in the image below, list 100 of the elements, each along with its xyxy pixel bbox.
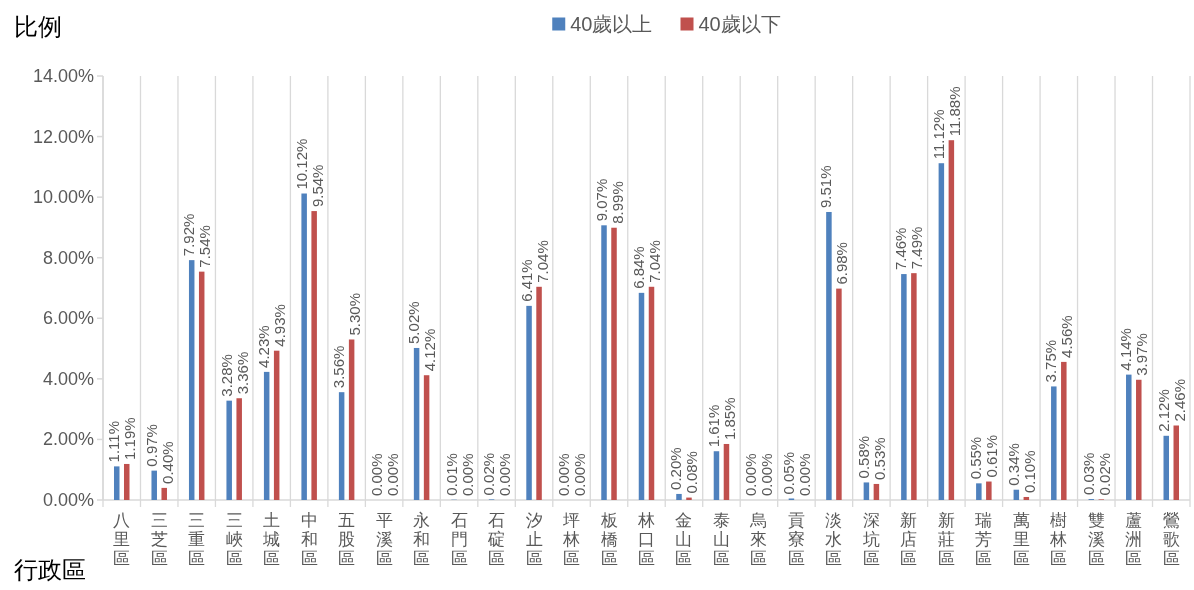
data-label: 0.58% xyxy=(854,435,872,479)
bar xyxy=(611,227,617,500)
data-label: 0.55% xyxy=(967,436,985,480)
bar xyxy=(1136,379,1142,500)
x-axis-title: 行政區 xyxy=(14,556,86,583)
x-tick-label: 八里區 xyxy=(113,511,131,568)
bar xyxy=(113,466,120,500)
y-axis-title: 比例 xyxy=(14,13,62,40)
y-tick-label: 0.00% xyxy=(42,490,94,510)
x-tick-label: 新店區 xyxy=(900,511,918,568)
bar xyxy=(686,497,692,500)
bar xyxy=(601,225,607,500)
x-tick-label: 汐止區 xyxy=(525,511,543,568)
bar xyxy=(713,451,720,500)
data-label: 7.49% xyxy=(908,226,926,270)
data-label: 0.40% xyxy=(158,441,176,484)
y-tick-label: 6.00% xyxy=(42,308,94,329)
data-label: 5.30% xyxy=(346,292,364,336)
bar xyxy=(986,481,992,500)
data-label: 3.97% xyxy=(1133,333,1151,376)
bar xyxy=(948,140,955,500)
x-tick-label: 坪林區 xyxy=(562,511,581,568)
data-label: 0.00% xyxy=(795,453,813,496)
data-label: 7.04% xyxy=(533,240,551,283)
data-label: 0.03% xyxy=(1079,452,1097,496)
data-label: 3.28% xyxy=(217,354,235,397)
data-label: 9.07% xyxy=(592,178,610,222)
bar xyxy=(1173,425,1180,500)
bar xyxy=(226,400,232,500)
data-label: 4.14% xyxy=(1117,328,1135,371)
bar xyxy=(151,470,157,500)
x-tick-label: 蘆洲區 xyxy=(1125,511,1143,568)
x-tick-label: 鶯歌區 xyxy=(1162,511,1180,568)
data-label: 0.00% xyxy=(758,453,776,496)
bar xyxy=(123,463,130,500)
bar xyxy=(836,288,842,500)
data-label: 0.01% xyxy=(442,453,460,496)
legend-label: 40歲以下 xyxy=(698,13,781,35)
x-tick-label: 三峽區 xyxy=(225,511,243,568)
data-label: 4.12% xyxy=(421,328,439,372)
data-label: 1.61% xyxy=(704,404,722,448)
x-tick-label: 林口區 xyxy=(637,511,655,568)
bar xyxy=(301,193,307,500)
y-tick-label: 12.00% xyxy=(32,126,94,147)
data-label: 0.00% xyxy=(496,453,514,496)
x-tick-label: 淡水區 xyxy=(825,511,843,568)
bar xyxy=(311,211,317,500)
data-label: 7.04% xyxy=(646,240,663,283)
x-tick-label: 石門區 xyxy=(450,511,468,568)
x-tick-label: 金山區 xyxy=(675,511,693,568)
x-tick-label: 石碇區 xyxy=(487,511,506,568)
data-label: 7.54% xyxy=(196,225,214,268)
data-label: 4.93% xyxy=(271,304,289,347)
data-label: 1.19% xyxy=(121,417,139,460)
data-label: 6.98% xyxy=(833,242,851,285)
bar xyxy=(198,271,205,500)
bar xyxy=(413,347,420,500)
data-label: 9.54% xyxy=(308,164,326,208)
data-label: 2.46% xyxy=(1170,378,1188,422)
bar xyxy=(338,392,345,500)
data-label: 0.00% xyxy=(383,453,401,496)
bar xyxy=(723,443,730,500)
data-label: 1.11% xyxy=(105,420,123,463)
bar xyxy=(901,274,907,500)
bar xyxy=(263,371,270,500)
x-tick-label: 板橋區 xyxy=(599,511,618,568)
data-label: 0.10% xyxy=(1020,450,1038,493)
x-tick-label: 烏來區 xyxy=(749,511,768,568)
bar xyxy=(536,286,542,500)
data-label: 7.46% xyxy=(892,227,910,271)
data-label: 1.85% xyxy=(720,397,738,440)
data-label: 0.00% xyxy=(571,453,589,496)
bar xyxy=(873,483,880,500)
data-label: 0.61% xyxy=(983,434,1001,478)
data-label: 7.92% xyxy=(180,213,198,257)
data-label: 4.56% xyxy=(1058,315,1076,358)
bar xyxy=(1061,361,1067,500)
bar xyxy=(348,339,355,500)
data-label: 8.99% xyxy=(608,181,626,224)
y-tick-label: 10.00% xyxy=(32,187,94,208)
x-tick-label: 新莊區 xyxy=(937,511,955,568)
y-tick-label: 8.00% xyxy=(42,247,94,268)
bar xyxy=(648,286,655,500)
x-tick-label: 樹林區 xyxy=(1049,511,1068,568)
x-tick-label: 中和區 xyxy=(300,511,318,568)
data-label: 2.12% xyxy=(1154,389,1172,432)
data-label: 11.12% xyxy=(929,109,947,160)
data-label: 4.23% xyxy=(255,325,273,368)
bar xyxy=(863,482,870,500)
bar xyxy=(976,483,982,500)
y-tick-label: 4.00% xyxy=(42,368,94,389)
data-label: 0.00% xyxy=(367,453,385,496)
x-tick-label: 三重區 xyxy=(188,511,206,568)
bar xyxy=(826,211,832,500)
data-label: 0.02% xyxy=(480,452,498,496)
data-label: 6.41% xyxy=(517,259,535,302)
x-tick-label: 雙溪區 xyxy=(1087,511,1105,568)
bar xyxy=(1051,386,1057,500)
x-tick-label: 深坑區 xyxy=(861,511,880,568)
data-label: 0.02% xyxy=(1095,452,1113,496)
